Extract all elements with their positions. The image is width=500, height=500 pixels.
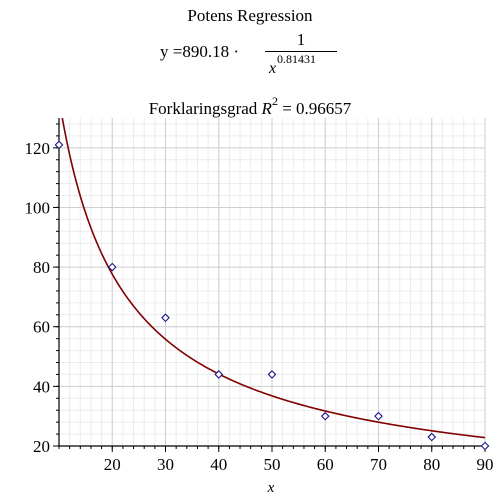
fraction-variable: x [269,60,277,77]
x-tick-label-70: 70 [370,455,387,474]
data-point-2 [107,262,117,272]
fraction-bar [265,51,337,52]
y-tick-label-40: 40 [33,377,50,396]
r-squared-symbol: R [261,99,272,118]
y-tick-label-100: 100 [25,198,51,217]
y-tick-label-120: 120 [25,139,51,158]
x-tick-label-90: 90 [477,455,494,474]
r-squared-label: Forklaringsgrad [148,99,258,118]
fraction-exponent: 0.81431 [277,52,316,66]
fit-curve [61,118,485,439]
x-tick-label-40: 40 [210,455,227,474]
x-tick-label-30: 30 [157,455,174,474]
data-point-6 [320,411,330,421]
x-axis-label: x [267,480,275,496]
x-tick-label-80: 80 [423,455,440,474]
data-point-7 [374,411,383,421]
r-squared-power: 2 [271,94,278,108]
data-point-1 [54,140,64,150]
x-tick-label-50: 50 [264,455,281,474]
data-point-4 [214,370,224,379]
data-point-3 [161,313,170,323]
data-point-8 [427,432,437,442]
y-tick-label-80: 80 [33,258,50,277]
chart-title: Potens Regression [187,6,313,25]
r-squared-value: = 0.96657 [282,99,352,118]
regression-formula: y =890.18 · 1 x 0.81431 [0,30,500,86]
y-tick-label-20: 20 [33,437,50,456]
fraction-denominator: x 0.81431 [265,52,337,82]
data-point-5 [267,370,277,379]
data-point-9 [480,441,490,451]
formula-prefix: y =890.18 · [160,42,239,61]
x-tick-label-20: 20 [104,455,121,474]
formula-fraction: 1 x 0.81431 [265,30,337,82]
fraction-numerator: 1 [296,30,306,49]
fit-layer [61,118,485,439]
r-squared-line: Forklaringsgrad R2 = 0.96657 [0,94,500,119]
points-layer [54,140,490,451]
x-tick-label-60: 60 [317,455,334,474]
axis-ticks: 20 40 60 80 100 120 20 30 40 50 60 70 80 90 [25,123,494,474]
y-tick-label-60: 60 [33,318,50,337]
